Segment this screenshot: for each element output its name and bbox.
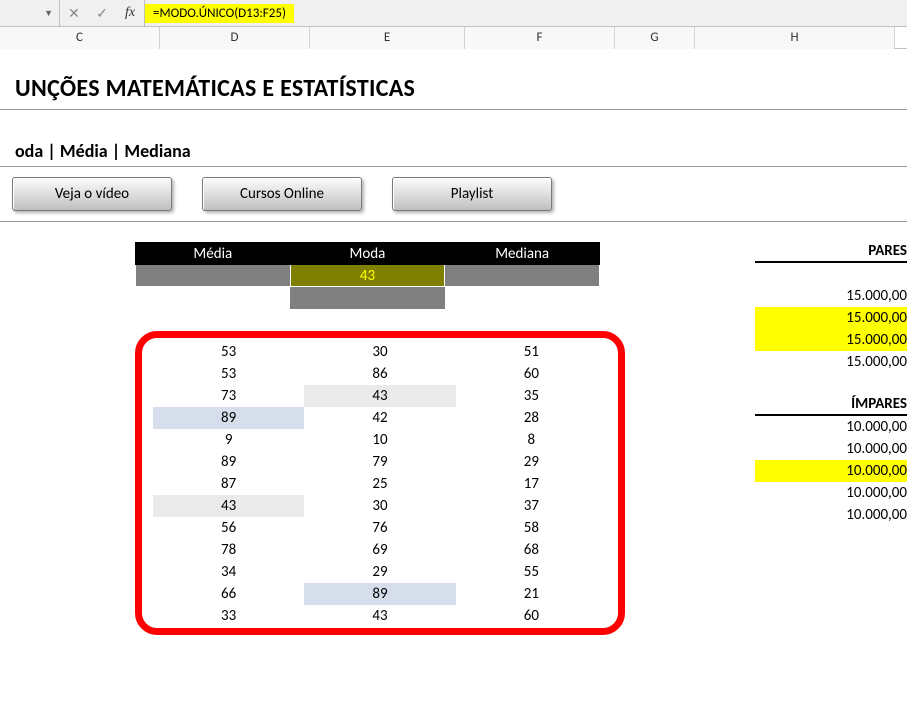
data-cell[interactable]: 30 <box>304 341 455 363</box>
data-cell[interactable]: 76 <box>304 517 455 539</box>
data-cell[interactable]: 30 <box>304 495 455 517</box>
data-cell[interactable]: 51 <box>456 341 607 363</box>
value-row[interactable]: 15.000,00 <box>755 351 907 373</box>
col-header[interactable]: G <box>615 27 695 49</box>
data-cell[interactable]: 60 <box>456 605 607 627</box>
data-cell[interactable]: 78 <box>153 539 304 561</box>
divider <box>0 166 907 167</box>
page-subtitle: oda | Média | Mediana <box>15 140 907 162</box>
dropdown-icon[interactable]: ▼ <box>44 8 53 19</box>
data-cell[interactable]: 17 <box>456 473 607 495</box>
data-cell[interactable]: 55 <box>456 561 607 583</box>
impares-header: ÍMPARES <box>755 395 907 416</box>
stats-result[interactable] <box>445 265 600 287</box>
data-cell[interactable]: 79 <box>304 451 455 473</box>
data-cell[interactable]: 21 <box>456 583 607 605</box>
data-cell[interactable]: 87 <box>153 473 304 495</box>
data-cell[interactable]: 43 <box>153 495 304 517</box>
data-box: 5330515386607343358942289108897929872517… <box>135 331 625 635</box>
column-headers: C D E F G H <box>0 27 907 49</box>
data-cell[interactable]: 53 <box>153 363 304 385</box>
stats-result[interactable] <box>136 265 291 287</box>
name-box[interactable]: ▼ <box>0 0 60 26</box>
enter-icon[interactable]: ✓ <box>88 0 116 26</box>
data-cell[interactable]: 28 <box>456 407 607 429</box>
playlist-button[interactable]: Playlist <box>392 177 552 211</box>
data-cell[interactable]: 68 <box>456 539 607 561</box>
value-row[interactable]: 10.000,00 <box>755 460 907 482</box>
data-cell[interactable]: 34 <box>153 561 304 583</box>
stats-header: Média <box>136 243 291 265</box>
value-row[interactable]: 15.000,00 <box>755 285 907 307</box>
stats-header: Mediana <box>445 243 600 265</box>
pares-header: PARES <box>755 242 907 263</box>
data-cell[interactable]: 42 <box>304 407 455 429</box>
formula-buttons: ✕ ✓ fx <box>60 0 145 26</box>
stats-table: Média Moda Mediana 43 <box>135 242 600 287</box>
right-block: PARES 15.000,0015.000,0015.000,0015.000,… <box>755 242 907 526</box>
stats-result-selected[interactable]: 43 <box>290 265 445 287</box>
value-row[interactable]: 10.000,00 <box>755 504 907 526</box>
main-area: Média Moda Mediana 43 533051538660734335… <box>0 242 907 635</box>
left-block: Média Moda Mediana 43 533051538660734335… <box>135 242 720 635</box>
video-button[interactable]: Veja o vídeo <box>12 177 172 211</box>
value-row[interactable]: 15.000,00 <box>755 307 907 329</box>
divider <box>0 109 907 110</box>
data-cell[interactable]: 25 <box>304 473 455 495</box>
data-cell[interactable]: 56 <box>153 517 304 539</box>
value-row[interactable]: 10.000,00 <box>755 438 907 460</box>
stats-header: Moda <box>290 243 445 265</box>
data-cell[interactable]: 33 <box>153 605 304 627</box>
cursos-button[interactable]: Cursos Online <box>202 177 362 211</box>
grey-cell[interactable] <box>290 287 445 309</box>
data-cell[interactable]: 73 <box>153 385 304 407</box>
data-cell[interactable]: 29 <box>304 561 455 583</box>
data-cell[interactable]: 29 <box>456 451 607 473</box>
data-cell[interactable]: 69 <box>304 539 455 561</box>
formula-bar: ▼ ✕ ✓ fx =MODO.ÚNICO(D13:F25) <box>0 0 907 27</box>
data-cell[interactable]: 89 <box>153 451 304 473</box>
data-cell[interactable]: 89 <box>153 407 304 429</box>
value-row[interactable]: 15.000,00 <box>755 329 907 351</box>
col-header[interactable]: F <box>465 27 615 49</box>
formula-input[interactable]: =MODO.ÚNICO(D13:F25) <box>145 0 907 26</box>
value-row[interactable]: 10.000,00 <box>755 416 907 438</box>
value-row[interactable]: 10.000,00 <box>755 482 907 504</box>
button-row: Veja o vídeo Cursos Online Playlist <box>0 177 907 217</box>
cancel-icon[interactable]: ✕ <box>60 0 88 26</box>
data-cell[interactable]: 86 <box>304 363 455 385</box>
data-cell[interactable]: 35 <box>456 385 607 407</box>
data-cell[interactable]: 43 <box>304 385 455 407</box>
data-table: 5330515386607343358942289108897929872517… <box>153 341 607 627</box>
page-title: UNÇÕES MATEMÁTICAS E ESTATÍSTICAS <box>15 74 907 103</box>
data-cell[interactable]: 58 <box>456 517 607 539</box>
col-header[interactable]: E <box>310 27 465 49</box>
fx-icon[interactable]: fx <box>116 0 144 26</box>
data-cell[interactable]: 37 <box>456 495 607 517</box>
sheet-body: UNÇÕES MATEMÁTICAS E ESTATÍSTICAS oda | … <box>0 49 907 635</box>
data-cell[interactable]: 66 <box>153 583 304 605</box>
data-cell[interactable]: 8 <box>456 429 607 451</box>
col-header[interactable]: D <box>160 27 310 49</box>
divider <box>0 221 907 222</box>
col-header[interactable]: H <box>695 27 895 49</box>
data-cell[interactable]: 43 <box>304 605 455 627</box>
data-cell[interactable]: 60 <box>456 363 607 385</box>
data-cell[interactable]: 53 <box>153 341 304 363</box>
data-cell[interactable]: 9 <box>153 429 304 451</box>
data-cell[interactable]: 10 <box>304 429 455 451</box>
formula-text: =MODO.ÚNICO(D13:F25) <box>145 4 294 23</box>
data-cell[interactable]: 89 <box>304 583 455 605</box>
col-header[interactable]: C <box>0 27 160 49</box>
